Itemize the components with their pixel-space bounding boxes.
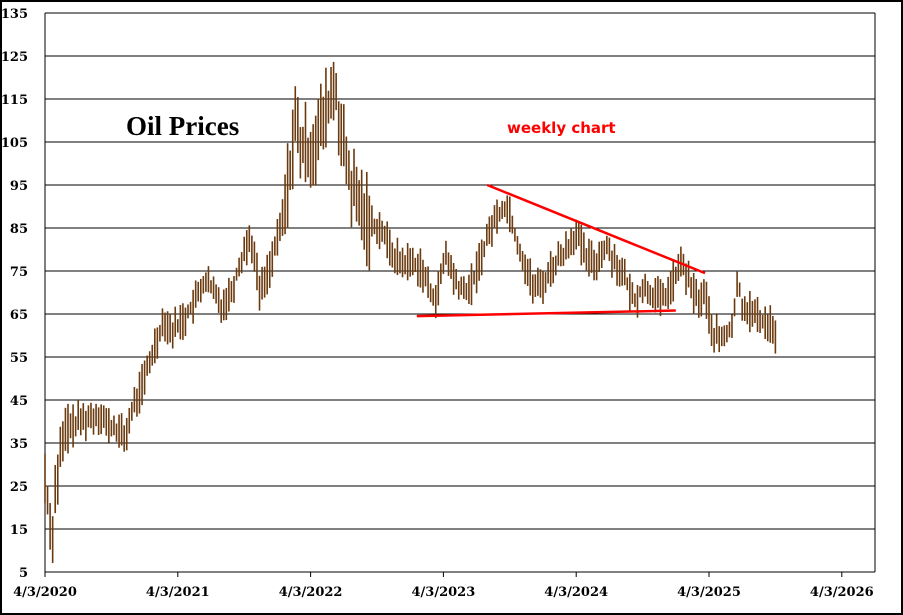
y-tick-label: 45 (10, 394, 28, 409)
y-tick-label: 115 (1, 93, 28, 108)
y-tick-label: 135 (1, 7, 28, 22)
y-tick-label: 25 (10, 480, 28, 495)
y-tick-label: 5 (19, 566, 28, 581)
trendlines (416, 183, 706, 318)
y-tick-label: 95 (10, 179, 28, 194)
weekly-chart-annotation: weekly chart (507, 119, 616, 137)
y-tick-label: 55 (10, 351, 28, 366)
y-tick-label: 35 (10, 437, 28, 452)
x-tick-label: 4/3/2021 (146, 585, 210, 600)
x-tick-label: 4/3/2025 (677, 585, 741, 600)
chart-title: Oil Prices (126, 111, 239, 141)
y-tick-label: 75 (10, 265, 28, 280)
y-tick-label: 85 (10, 222, 28, 237)
horizontal-gridlines (44, 12, 876, 573)
y-tick-label: 65 (10, 308, 28, 323)
x-axis-tick-labels: 4/3/2020 4/3/2021 4/3/2022 4/3/2023 4/3/2024… (13, 572, 874, 600)
upper-trendline (486, 183, 706, 275)
x-tick-label: 4/3/2023 (412, 585, 476, 600)
y-tick-label: 125 (1, 50, 28, 65)
y-tick-label: 105 (1, 136, 28, 151)
y-tick-label: 15 (10, 523, 28, 538)
price-bars (44, 61, 777, 564)
y-axis-tick-labels: 135 125 115 105 95 85 75 65 55 45 35 25 15 5 (1, 7, 28, 581)
x-tick-label: 4/3/2022 (279, 585, 343, 600)
lower-trendline (416, 309, 676, 318)
x-tick-label: 4/3/2020 (13, 585, 77, 600)
x-tick-label: 4/3/2024 (544, 585, 608, 600)
x-tick-label: 4/3/2026 (810, 585, 874, 600)
